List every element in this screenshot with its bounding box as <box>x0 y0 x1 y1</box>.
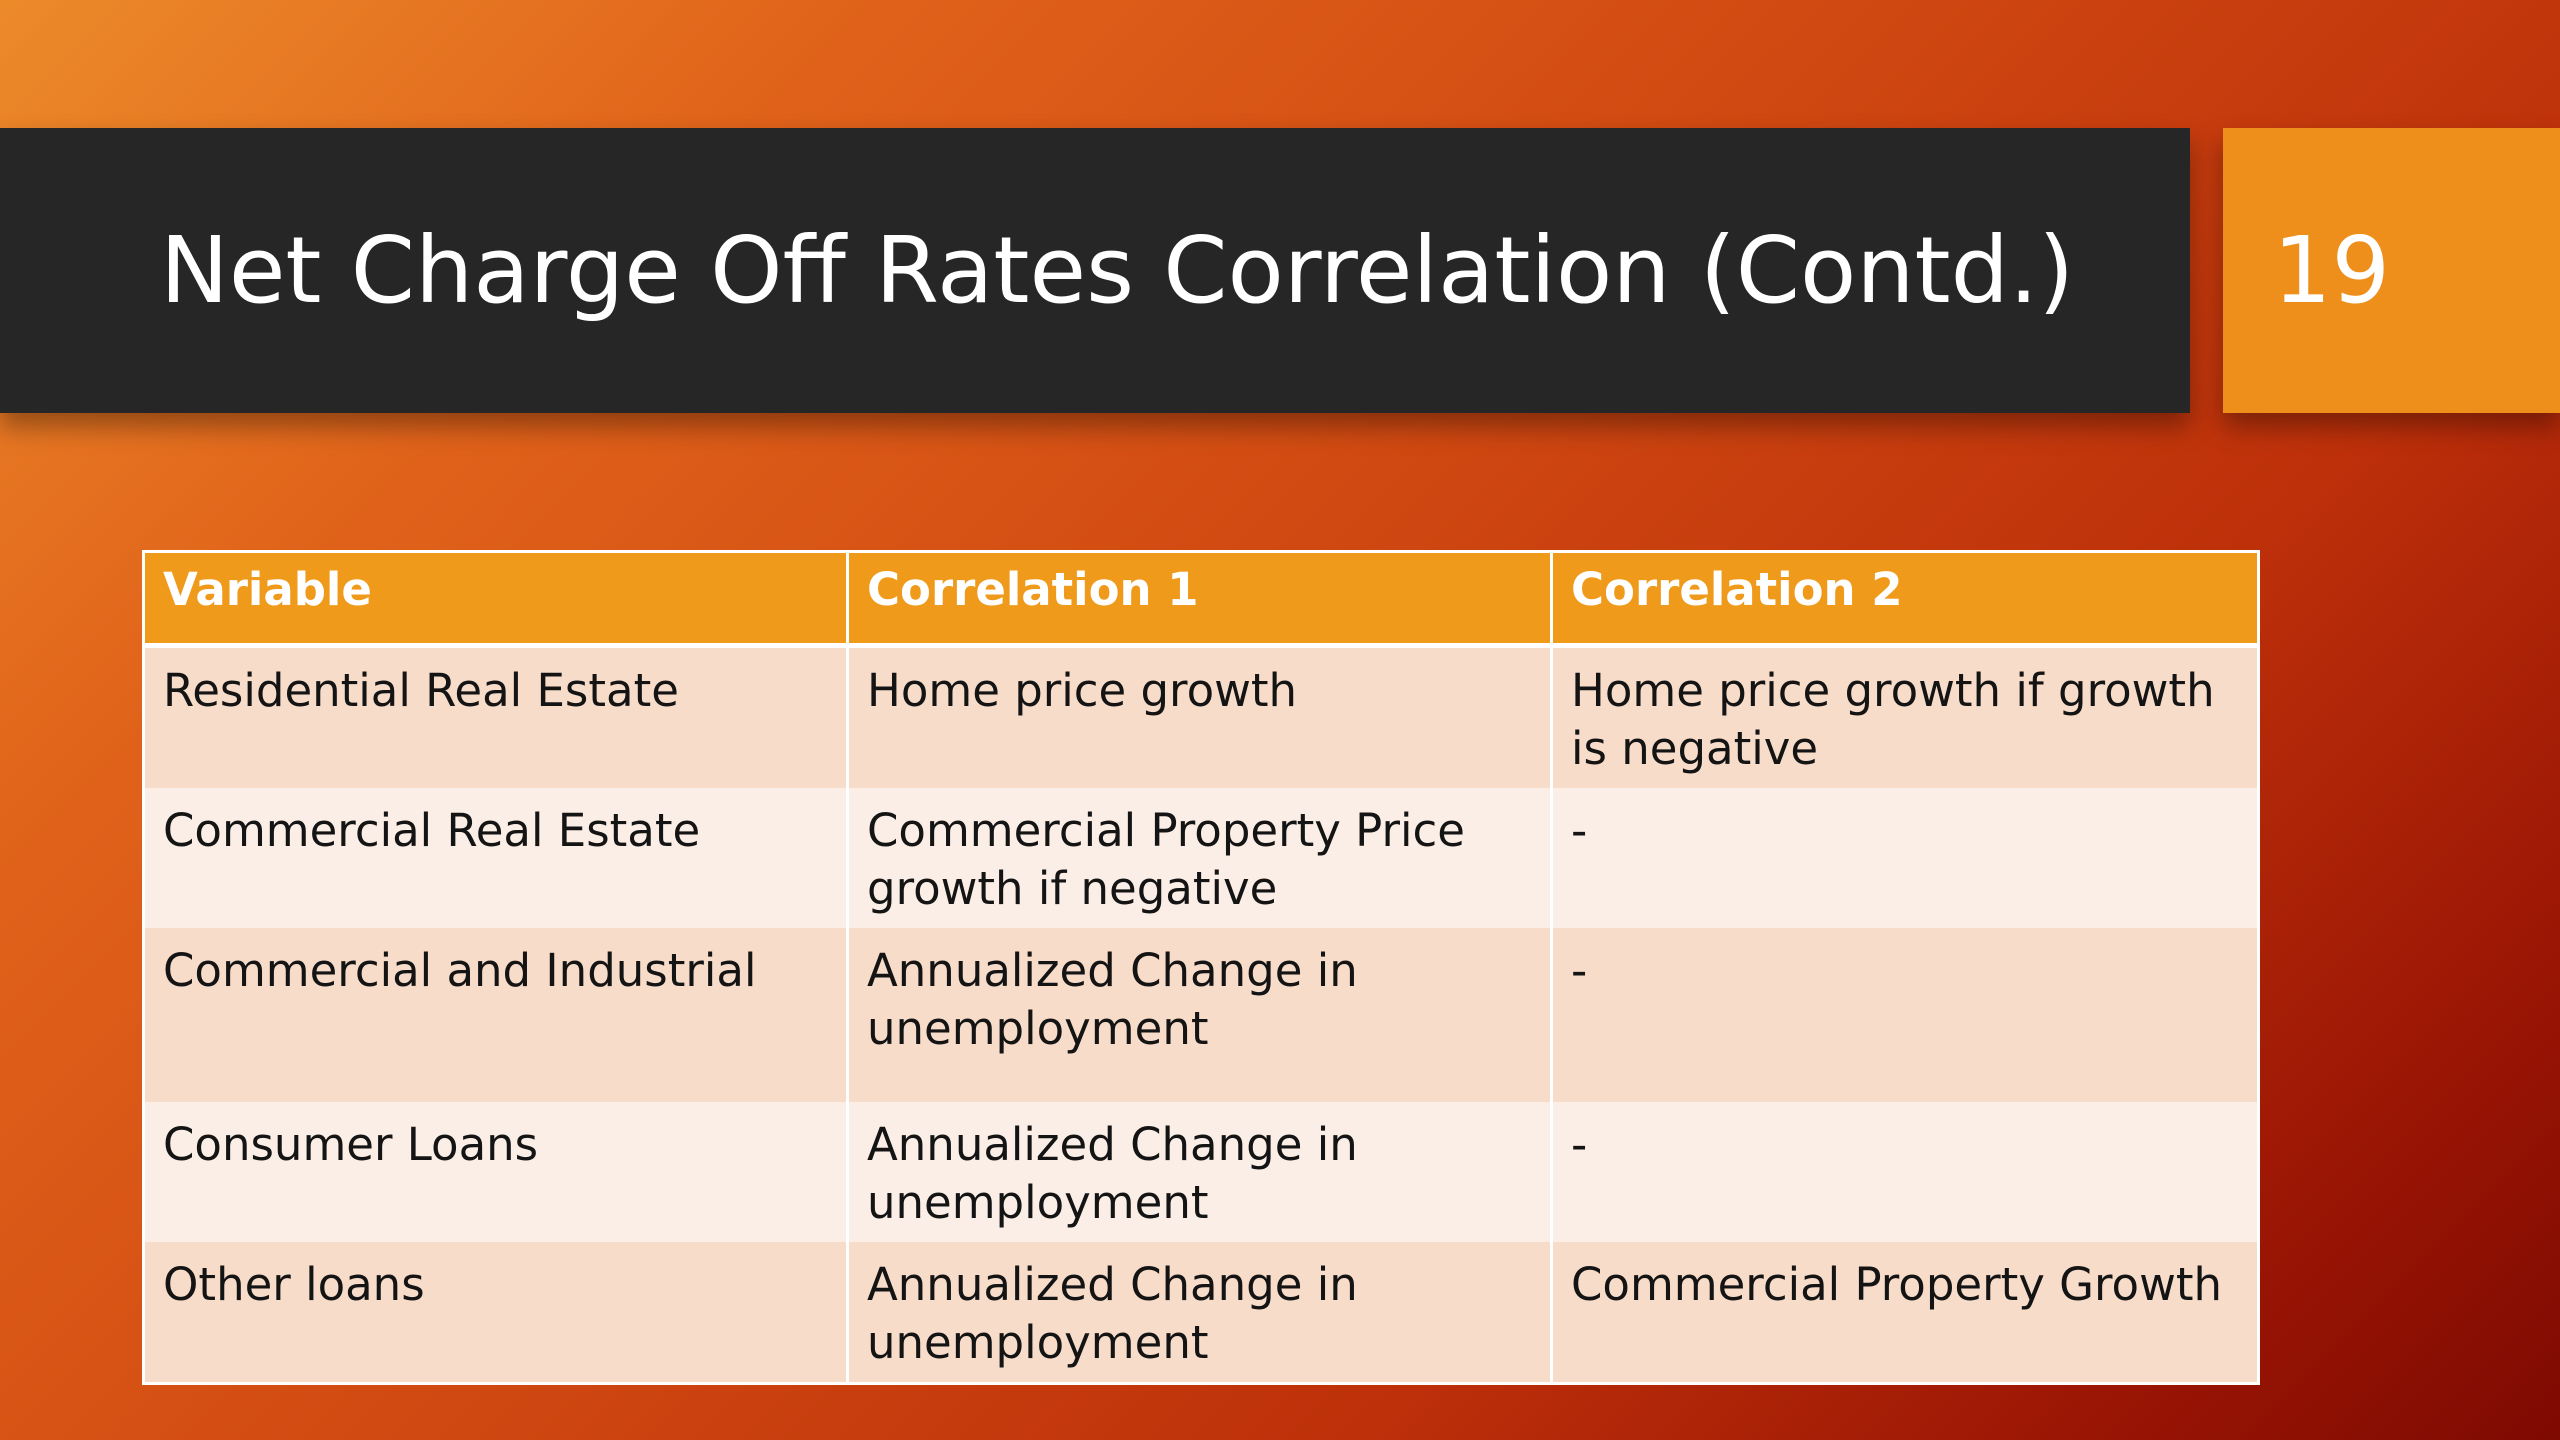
table-row: Commercial Real Estate Commercial Proper… <box>142 788 2260 928</box>
cell-correlation-1: Annualized Change in unemployment <box>846 1242 1553 1385</box>
cell-variable: Consumer Loans <box>142 1102 849 1242</box>
table-row: Residential Real Estate Home price growt… <box>142 645 2260 788</box>
cell-correlation-1: Home price growth <box>846 645 1553 788</box>
table-header-row: Variable Correlation 1 Correlation 2 <box>142 550 2260 648</box>
header-correlation-2: Correlation 2 <box>1550 550 2260 648</box>
header-correlation-1: Correlation 1 <box>846 550 1553 648</box>
cell-correlation-2: - <box>1550 1102 2260 1242</box>
cell-correlation-1: Annualized Change in unemployment <box>846 928 1553 1102</box>
title-bar: Net Charge Off Rates Correlation (Contd.… <box>0 128 2190 413</box>
cell-variable: Commercial and Industrial <box>142 928 849 1102</box>
header-variable: Variable <box>142 550 849 648</box>
cell-variable: Commercial Real Estate <box>142 788 849 928</box>
table-row: Consumer Loans Annualized Change in unem… <box>142 1102 2260 1242</box>
cell-variable: Residential Real Estate <box>142 645 849 788</box>
cell-correlation-1: Annualized Change in unemployment <box>846 1102 1553 1242</box>
correlation-table: Variable Correlation 1 Correlation 2 Res… <box>142 550 2260 1385</box>
cell-correlation-1: Commercial Property Price growth if nega… <box>846 788 1553 928</box>
page-number-box: 19 <box>2223 128 2560 413</box>
slide-title: Net Charge Off Rates Correlation (Contd.… <box>160 217 2075 324</box>
cell-correlation-2: - <box>1550 928 2260 1102</box>
cell-correlation-2: Home price growth if growth is negative <box>1550 645 2260 788</box>
table-row: Other loans Annualized Change in unemplo… <box>142 1242 2260 1385</box>
table-row: Commercial and Industrial Annualized Cha… <box>142 928 2260 1102</box>
cell-variable: Other loans <box>142 1242 849 1385</box>
page-number: 19 <box>2273 217 2391 324</box>
cell-correlation-2: - <box>1550 788 2260 928</box>
cell-correlation-2: Commercial Property Growth <box>1550 1242 2260 1385</box>
